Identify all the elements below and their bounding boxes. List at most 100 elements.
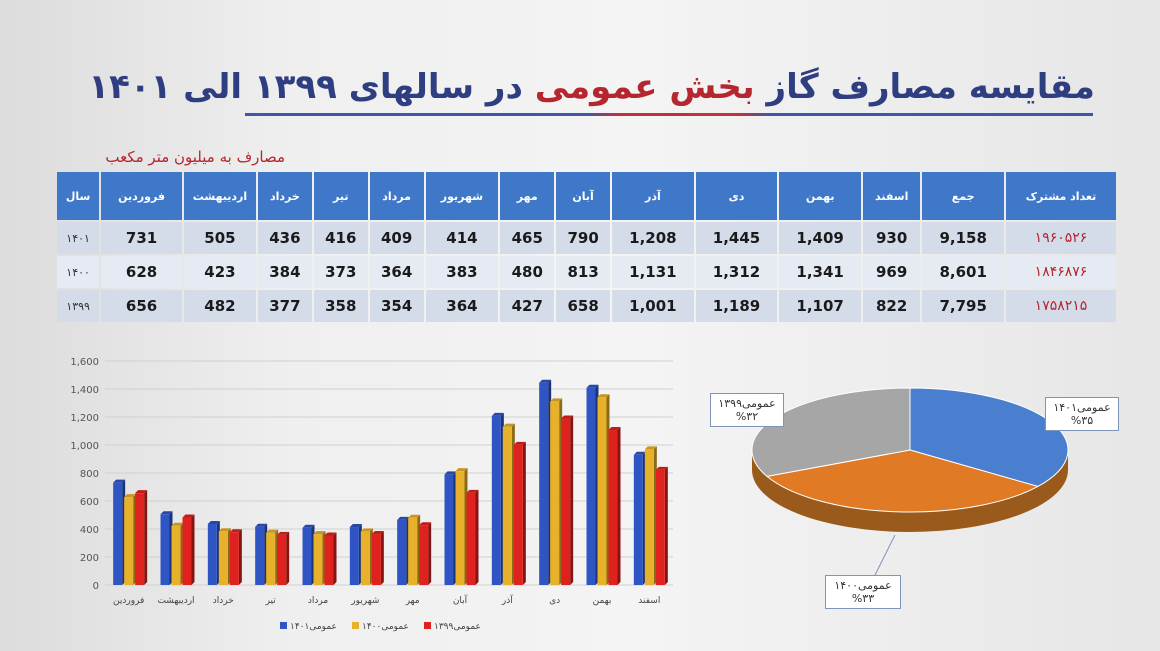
value-cell: 409 [369, 222, 424, 254]
x-tick-label: اسفند [638, 596, 660, 606]
legend-label: عمومی۱۴۰۱ [290, 622, 337, 632]
legend-label: عمومی۱۳۹۹ [434, 622, 481, 632]
value-cell: 628 [101, 256, 182, 288]
y-tick-label: 0 [93, 581, 99, 592]
bar-side [617, 427, 621, 585]
bar-side [238, 529, 242, 585]
year-cell: ۱۴۰۱ [57, 222, 100, 254]
value-cell: 480 [500, 256, 555, 288]
bar [218, 531, 228, 585]
consumption-table: تعداد مشترک جمع اسفند بهمن دی آذر آبان م… [55, 170, 1118, 324]
pie-callout-1399-value: %۳۲ [735, 410, 759, 423]
value-cell: 1,107 [779, 290, 861, 322]
value-cell: 384 [257, 256, 312, 288]
x-tick-label: بهمن [593, 596, 612, 606]
y-tick-label: 400 [80, 525, 99, 536]
value-cell: 427 [500, 290, 555, 322]
value-cell: 358 [313, 290, 368, 322]
year-cell: ۱۳۹۹ [57, 290, 100, 322]
value-cell: 414 [425, 222, 499, 254]
table-header-row: تعداد مشترک جمع اسفند بهمن دی آذر آبان م… [57, 172, 1116, 220]
bar [124, 497, 134, 585]
x-tick-label: فروردین [113, 596, 144, 606]
value-cell: 822 [862, 290, 921, 322]
bar-top [218, 528, 231, 532]
bar-top [491, 412, 504, 416]
x-tick-label: مرداد [308, 596, 328, 606]
value-cell: 423 [183, 256, 256, 288]
pie-callout-1400: عمومی۱۴۰۰ %۳۳ [825, 575, 901, 609]
legend-label: عمومی۱۴۰۰ [362, 622, 409, 632]
bar-top [160, 511, 173, 515]
bar [608, 430, 618, 585]
table-row: ۱۷۵۸۲۱۵ 7,795 822 1,107 1,189 1,001 658 427 364 3… [57, 290, 1116, 322]
value-cell: 383 [425, 256, 499, 288]
monthly-bar-chart: 0 200 400 600 800 1,000 1,200 1,400 1,600 فروردین… [70, 357, 673, 632]
bar [207, 523, 217, 585]
value-cell: 1,189 [695, 290, 778, 322]
subscriber-count-cell: ۱۹۶۰۵۲۶ [1006, 222, 1116, 254]
x-tick-label: آذر [501, 594, 513, 606]
bar-top [633, 451, 646, 455]
pie-callout-1401-value: %۳۵ [1070, 414, 1094, 427]
bar [513, 444, 523, 585]
pie-callout-1400-value: %۳۳ [851, 592, 875, 605]
value-cell: 656 [101, 290, 182, 322]
bar-top [408, 514, 421, 518]
value-cell: 377 [257, 290, 312, 322]
bar-top [466, 489, 479, 493]
bar-side [333, 532, 337, 585]
y-tick-label: 1,600 [70, 357, 99, 368]
bar [313, 534, 323, 585]
y-tick-label: 800 [80, 469, 99, 480]
bar [182, 517, 192, 585]
bar [160, 514, 170, 585]
value-cell: 505 [183, 222, 256, 254]
header-khordad: خرداد [257, 172, 312, 220]
legend-swatch [424, 622, 431, 629]
value-cell: 1,208 [612, 222, 694, 254]
bar-top [597, 394, 610, 398]
value-cell: 364 [369, 256, 424, 288]
bar-top [455, 468, 468, 472]
header-tir: تیر [313, 172, 368, 220]
bar [539, 382, 549, 585]
header-year: سال [57, 172, 100, 220]
bar [655, 469, 665, 585]
bar-side [570, 415, 574, 585]
value-cell: 1,001 [612, 290, 694, 322]
value-cell: 731 [101, 222, 182, 254]
header-ordibehesht: اردیبهشت [183, 172, 256, 220]
value-cell: 465 [500, 222, 555, 254]
y-tick-label: 1,000 [70, 441, 99, 452]
bar [324, 535, 334, 585]
bar [550, 401, 560, 585]
table-row: ۱۸۴۶۸۷۶ 8,601 969 1,341 1,312 1,131 813 480 383 3… [57, 256, 1116, 288]
bar-side [522, 441, 526, 585]
header-subscribers: تعداد مشترک [1006, 172, 1116, 220]
bar [349, 527, 359, 585]
header-aban: آبان [556, 172, 611, 220]
bar-top [608, 427, 621, 431]
y-tick-label: 1,400 [70, 385, 99, 396]
bar [255, 526, 265, 585]
callout-leader [874, 534, 896, 576]
bar-side [191, 514, 195, 585]
bar-top [255, 523, 268, 527]
bar-top [419, 522, 432, 526]
bar [491, 415, 501, 585]
pie-callout-1401-label: عمومی۱۴۰۱ [1053, 401, 1111, 414]
bar [397, 519, 407, 585]
bar-top [561, 415, 574, 419]
bar-top [444, 471, 457, 475]
pie-callout-1399: عمومی۱۳۹۹ %۳۲ [710, 393, 784, 427]
title-part-1: مقایسه مصارف گاز [754, 67, 1095, 107]
value-cell: 969 [862, 256, 921, 288]
bar-top [171, 522, 184, 526]
bar-top [313, 531, 326, 535]
value-cell: 8,601 [922, 256, 1004, 288]
bar [561, 418, 571, 585]
x-tick-label: تیر [265, 596, 277, 606]
pie-slice [765, 449, 1040, 513]
bar [586, 387, 596, 585]
